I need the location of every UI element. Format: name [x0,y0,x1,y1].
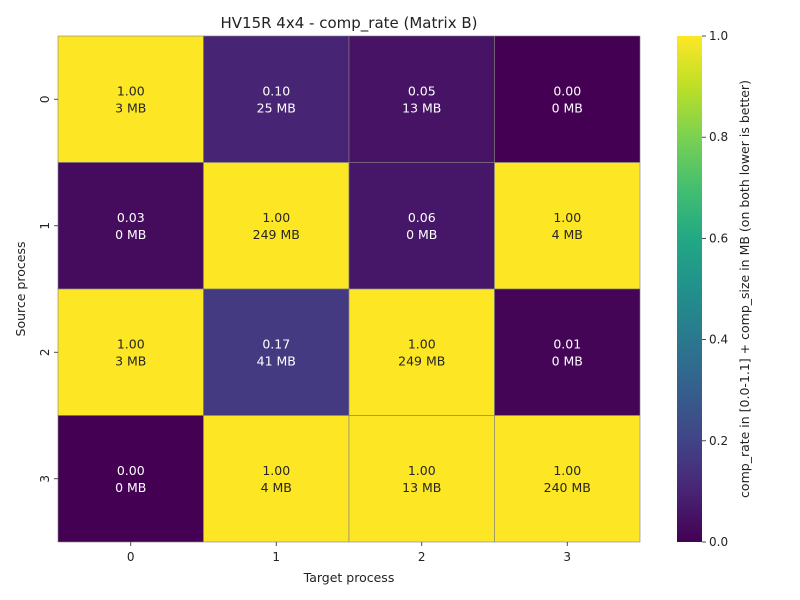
x-tick-label: 2 [418,550,426,564]
heatmap-cell [348,162,495,290]
colorbar: 0.0 0.2 0.4 0.6 0.8 1.0 comp_rate in [0.0-1.1]… [677,29,752,549]
cell-size-label: 0 MB [552,353,583,368]
y-axis-label: Source process [13,242,28,337]
cell-value-label: 1.00 [408,336,436,351]
cell-size-label: 0 MB [115,227,146,242]
cell-size-label: 249 MB [253,227,300,242]
cell-value-label: 1.00 [262,210,290,225]
heatmap-cell [57,162,204,290]
cell-value-label: 0.06 [408,210,436,225]
cell-size-label: 0 MB [552,100,583,115]
heatmap-cell [57,35,204,163]
heatmap-cell [57,415,204,543]
heatmap-cell [494,288,641,416]
y-tick-label: 3 [38,475,52,483]
colorbar-tick-label: 0.8 [709,130,728,144]
colorbar-tick-label: 0.2 [709,434,728,448]
x-tick-label: 0 [127,550,135,564]
colorbar-tick-label: 1.0 [709,29,728,43]
x-tick-label: 3 [563,550,571,564]
colorbar-label: comp_rate in [0.0-1.1] + comp_size in MB… [737,80,752,498]
heatmap-cell [203,415,350,543]
cell-size-label: 249 MB [398,353,445,368]
heatmap-cell [203,288,350,416]
y-tick-label: 0 [38,95,52,103]
heatmap-cell [348,288,495,416]
cell-value-label: 0.05 [408,83,436,98]
cell-value-label: 0.01 [553,336,581,351]
heatmap-cell [494,415,641,543]
cell-value-label: 0.10 [262,83,290,98]
cell-value-label: 0.00 [553,83,581,98]
cell-size-label: 4 MB [261,480,292,495]
cell-value-label: 1.00 [553,463,581,478]
y-tick-label: 2 [38,348,52,356]
cell-size-label: 41 MB [257,353,296,368]
chart-title: HV15R 4x4 - comp_rate (Matrix B) [220,14,477,33]
heatmap-cell [57,288,204,416]
colorbar-tick-label: 0.6 [709,231,728,245]
cell-size-label: 25 MB [257,100,296,115]
x-tick-label: 1 [272,550,280,564]
cell-size-label: 0 MB [115,480,146,495]
cell-size-label: 13 MB [402,100,441,115]
cell-value-label: 0.00 [117,463,145,478]
heatmap-cell [494,35,641,163]
cell-size-label: 13 MB [402,480,441,495]
cell-value-label: 0.03 [117,210,145,225]
y-tick-label: 1 [38,222,52,230]
cell-value-label: 1.00 [262,463,290,478]
cell-size-label: 240 MB [544,480,591,495]
cell-value-label: 1.00 [117,83,145,98]
heatmap-cells: 1.00 3 MB 0.10 25 MB 0.05 13 MB 0.00 0 MB 0.03 0 … [57,35,641,543]
x-axis: 0 1 2 3 [127,542,571,564]
cell-value-label: 1.00 [408,463,436,478]
y-axis: 0 1 2 3 [38,95,58,483]
cell-size-label: 0 MB [406,227,437,242]
colorbar-gradient [677,36,702,542]
cell-value-label: 0.17 [262,336,290,351]
colorbar-tick-label: 0.4 [709,333,728,347]
heatmap-cell [348,415,495,543]
x-axis-label: Target process [303,570,395,585]
cell-size-label: 3 MB [115,353,146,368]
cell-size-label: 4 MB [552,227,583,242]
cell-size-label: 3 MB [115,100,146,115]
colorbar-tick-label: 0.0 [709,535,728,549]
heatmap-cell [348,35,495,163]
cell-value-label: 1.00 [117,336,145,351]
heatmap-cell [203,162,350,290]
heatmap-cell [203,35,350,163]
heatmap-cell [494,162,641,290]
cell-value-label: 1.00 [553,210,581,225]
